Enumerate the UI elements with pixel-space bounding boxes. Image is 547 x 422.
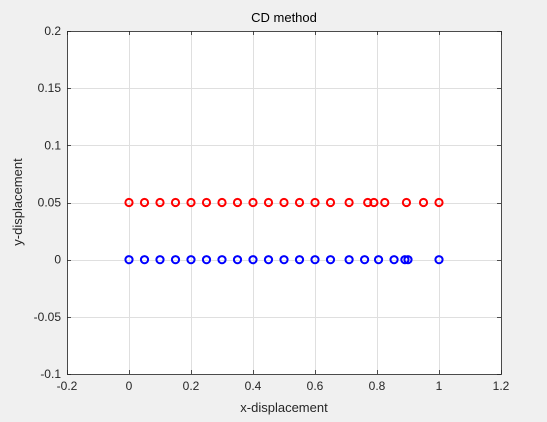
y-tick-label: 0.1 xyxy=(44,138,61,152)
x-axis-label: x-displacement xyxy=(240,400,328,415)
data-point xyxy=(310,255,320,265)
data-point xyxy=(170,197,181,208)
x-tick-label: 0.8 xyxy=(369,379,386,393)
y-tick-label: 0.15 xyxy=(38,81,62,95)
data-point xyxy=(344,255,354,265)
data-point xyxy=(360,255,370,265)
data-point xyxy=(434,255,444,265)
data-point xyxy=(139,197,150,208)
x-tick-label: 0 xyxy=(126,379,133,393)
data-point xyxy=(400,255,410,265)
y-tick-label: 0.05 xyxy=(38,196,62,210)
x-tick-label: 0.4 xyxy=(245,379,262,393)
axis-ticks: -0.2 0 0.2 0.4 0.6 0.8 1 1.2 -0.1 -0.05 0 0.05 0.1 0.… xyxy=(34,24,510,393)
data-point xyxy=(186,197,196,208)
data-point xyxy=(155,255,165,265)
y-axis-label: y-displacement xyxy=(10,158,25,246)
data-point xyxy=(310,197,320,208)
data-point xyxy=(186,255,196,265)
data-point xyxy=(201,197,212,208)
axes-box xyxy=(67,31,502,375)
data-point xyxy=(279,255,289,265)
data-point xyxy=(279,197,289,208)
y-tick-label: -0.05 xyxy=(34,310,62,324)
data-point xyxy=(248,255,258,265)
data-point xyxy=(389,255,399,265)
series-2 xyxy=(124,255,444,265)
chart-title: CD method xyxy=(251,10,317,25)
data-point xyxy=(263,255,274,265)
data-point xyxy=(403,255,413,265)
data-point xyxy=(369,197,379,208)
data-point xyxy=(363,197,373,208)
data-point xyxy=(434,197,444,208)
y-tick-label: -0.1 xyxy=(40,367,61,381)
data-point xyxy=(418,197,429,208)
data-point xyxy=(139,255,150,265)
data-point xyxy=(217,255,227,265)
data-point xyxy=(232,255,243,265)
data-point xyxy=(344,197,354,208)
x-tick-label: 0.2 xyxy=(183,379,200,393)
data-point xyxy=(294,255,305,265)
y-tick-label: 0 xyxy=(54,253,61,267)
x-tick-label: -0.2 xyxy=(57,379,78,393)
data-point xyxy=(325,255,336,265)
data-series xyxy=(124,197,444,265)
data-point xyxy=(155,197,165,208)
x-tick-label: 1 xyxy=(436,379,443,393)
data-point xyxy=(201,255,212,265)
data-point xyxy=(232,197,243,208)
x-tick-label: 0.6 xyxy=(307,379,324,393)
data-point xyxy=(124,255,134,265)
data-point xyxy=(124,197,134,208)
x-tick-label: 1.2 xyxy=(493,379,510,393)
data-point xyxy=(217,197,227,208)
data-point xyxy=(170,255,181,265)
data-point xyxy=(373,255,384,265)
series-1 xyxy=(124,197,444,208)
data-point xyxy=(248,197,258,208)
data-point xyxy=(401,197,412,208)
data-point xyxy=(380,197,390,208)
y-tick-label: 0.2 xyxy=(44,24,61,38)
data-point xyxy=(263,197,274,208)
data-point xyxy=(325,197,336,208)
data-point xyxy=(294,197,305,208)
